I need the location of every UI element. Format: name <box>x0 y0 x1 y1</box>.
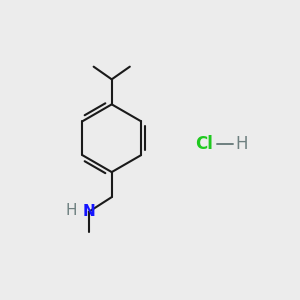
Text: Cl: Cl <box>196 135 213 153</box>
Text: N: N <box>82 204 95 219</box>
Text: H: H <box>235 135 247 153</box>
Text: H: H <box>65 203 77 218</box>
